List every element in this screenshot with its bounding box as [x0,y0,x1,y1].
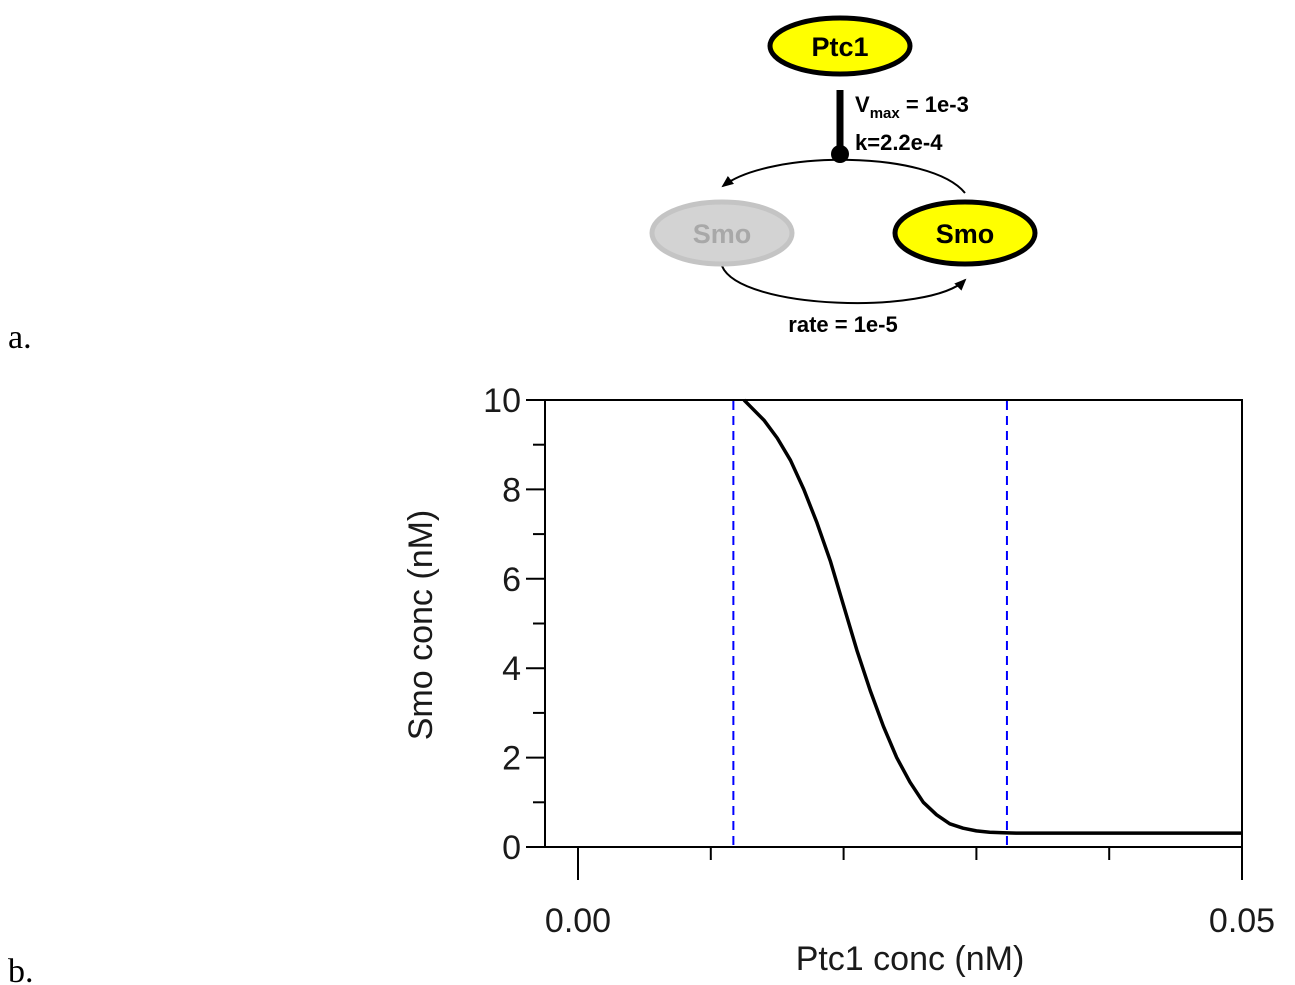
y-axis-label: Smo conc (nM) [402,510,440,741]
panel-label-a: a. [8,319,32,356]
y-tick-label: 6 [502,561,521,599]
ptc1-node: Ptc1 [767,15,913,77]
vmax-value: = 1e-3 [900,92,969,117]
smo-curve [742,398,1242,835]
y-tick-label: 8 [502,471,521,509]
x-axis-ticks: 0.00 0.05 [545,847,1275,940]
y-tick-label: 4 [502,650,521,688]
x-tick-label: 0.05 [1209,902,1275,940]
pathway-diagram: Ptc1 Vmax = 1e-3 k=2.2e-4 Smo Smo rate =… [649,15,1038,337]
deactivation-arrow [721,158,966,194]
ptc1-node-label: Ptc1 [811,32,868,62]
rate-label: rate = 1e-5 [788,312,897,337]
y-axis-ticks: 0 2 4 6 8 10 [483,382,545,867]
activation-arrow [721,265,967,304]
inhibition-head [831,145,849,163]
vmax-subscript: max [870,105,901,122]
vmax-v: V [855,92,870,117]
panel-label-b: b. [8,953,34,985]
x-axis-label: Ptc1 conc (nM) [796,940,1025,978]
y-tick-label: 10 [483,382,521,420]
vmax-label: Vmax = 1e-3 [855,92,969,122]
smo-active-node: Smo [892,199,1038,267]
x-tick-label: 0.00 [545,902,611,940]
smo-inactive-node-shape [649,199,795,267]
smo-active-node-label: Smo [936,219,995,249]
smo-active-node-shape [892,199,1038,267]
smo-inactive-node: Smo [649,199,795,267]
y-tick-label: 0 [502,829,521,867]
y-tick-label: 2 [502,740,521,778]
reference-lines [732,401,1008,846]
plot-frame [544,399,1243,848]
smo-vs-ptc1-chart: 0 2 4 6 8 10 0.00 0.05 Ptc1 conc (nM) Smo conc… [402,382,1275,978]
ptc1-node-shape [767,15,913,77]
smo-inactive-node-label: Smo [693,219,752,249]
k-label: k=2.2e-4 [855,130,943,155]
